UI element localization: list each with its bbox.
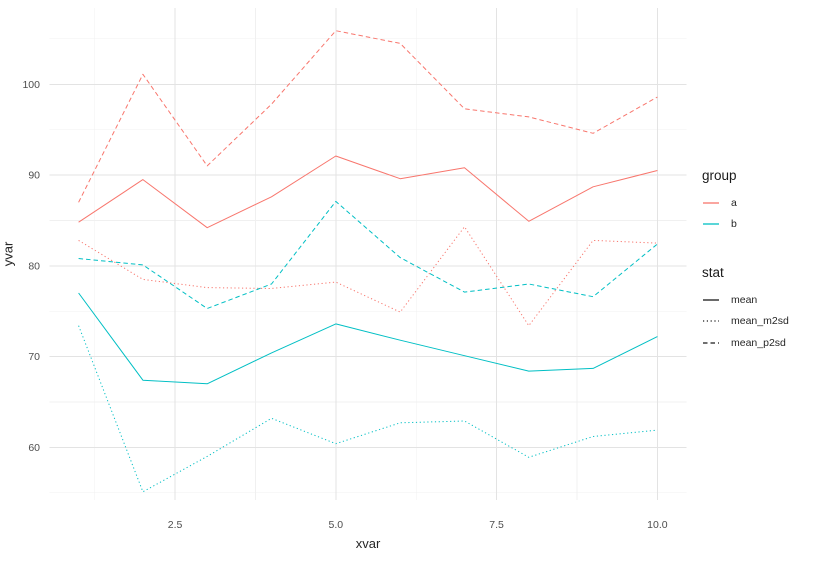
y-tick-label: 60 xyxy=(28,442,40,454)
x-tick-label: 7.5 xyxy=(489,519,504,531)
legend-key-mean-p2sd-line xyxy=(703,342,719,344)
legend-item-stat-mean: mean xyxy=(702,289,814,311)
legend: group a b stat mean mean_m2sd mean_ xyxy=(702,168,814,354)
y-tick-label: 80 xyxy=(28,260,40,272)
legend-item-stat-mean-m2sd: mean_m2sd xyxy=(702,311,814,333)
y-tick-label: 70 xyxy=(28,351,40,363)
series-line-a-mean xyxy=(78,155,658,229)
series-line-a-mean_p2sd xyxy=(78,30,658,203)
legend-group: group a b xyxy=(702,168,814,235)
y-tick-label: 100 xyxy=(22,79,40,91)
series-line-a-mean_m2sd xyxy=(78,226,658,327)
y-tick-label: 90 xyxy=(28,170,40,182)
legend-stat-title: stat xyxy=(702,265,724,280)
legend-item-group-a: a xyxy=(702,192,814,214)
legend-label-mean: mean xyxy=(731,293,758,306)
legend-item-group-b: b xyxy=(702,214,814,236)
legend-label-b: b xyxy=(731,218,737,231)
legend-key-b-line xyxy=(703,223,719,225)
legend-label-mean-m2sd: mean_m2sd xyxy=(731,315,789,328)
x-tick-label: 2.5 xyxy=(168,519,183,531)
legend-stat: stat mean mean_m2sd mean_p2sd xyxy=(702,265,814,354)
legend-key-a-line xyxy=(703,202,719,204)
x-tick-label: 10.0 xyxy=(647,519,668,531)
legend-key-mean-line xyxy=(703,299,719,301)
series-line-b-mean xyxy=(78,292,658,385)
legend-item-stat-mean-p2sd: mean_p2sd xyxy=(702,332,814,354)
legend-label-mean-p2sd: mean_p2sd xyxy=(731,336,786,349)
x-tick-label: 5.0 xyxy=(329,519,344,531)
y-axis-title: yvar xyxy=(0,241,16,267)
legend-key-mean-m2sd-line xyxy=(703,320,719,322)
series-line-b-mean_p2sd xyxy=(78,200,658,309)
series-line-b-mean_m2sd xyxy=(78,325,658,493)
x-axis-title: xvar xyxy=(355,536,381,551)
legend-label-a: a xyxy=(731,196,737,209)
legend-group-title: group xyxy=(702,168,737,183)
